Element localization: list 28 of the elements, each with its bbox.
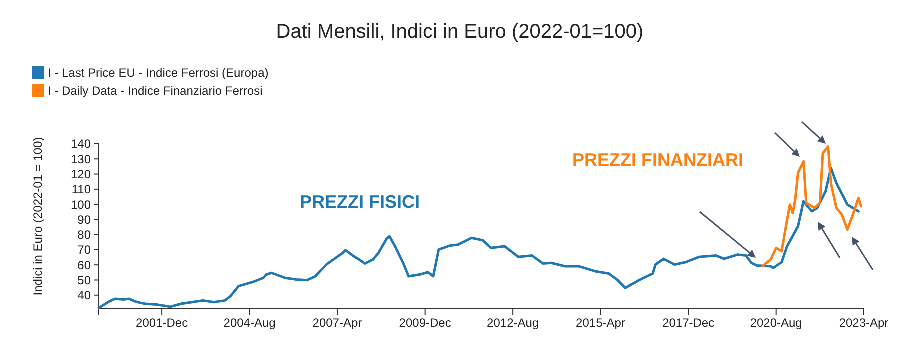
y-tick-label: 110 (72, 182, 92, 197)
y-tick-label: 70 (78, 243, 92, 258)
y-tick-label: 130 (70, 152, 92, 166)
annotation: PREZZI FINANZIARI (572, 150, 744, 170)
y-tick-label: 140 (70, 137, 92, 152)
y-tick-label: 90 (78, 212, 92, 227)
y-tick-label: 60 (78, 258, 92, 272)
y-tick-label: 40 (78, 288, 92, 303)
x-tick-label: 2012-Aug (487, 316, 540, 330)
y-tick-label: 80 (78, 228, 92, 242)
y-axis-title: Indici in Euro (2022-01 = 100) (31, 137, 45, 296)
x-tick-label: 2020-Aug (750, 316, 802, 330)
x-tick-label: 2007-Apr (312, 316, 362, 330)
chart-title: Dati Mensili, Indici in Euro (2022-01=100) (276, 21, 644, 43)
annotation: PREZZI FISICI (300, 192, 420, 212)
legend-label: I - Daily Data - Indice Finanziario Ferrosi (48, 84, 263, 98)
x-tick-label: 2023-Apr (839, 316, 889, 330)
y-tick-label: 120 (70, 167, 92, 182)
y-tick-label: 50 (78, 273, 92, 288)
x-tick-label: 2001-Dec (136, 316, 188, 330)
y-tick-label: 100 (70, 198, 92, 212)
x-tick-label: 2004-Aug (224, 316, 276, 330)
line-series (98, 166, 860, 310)
line-series (761, 145, 862, 268)
x-tick-label: 2017-Dec (662, 316, 715, 330)
x-tick-label: 2009-Dec (399, 316, 452, 330)
x-tick-label: 2015-Apr (576, 316, 626, 330)
legend-label: I - Last Price EU - Indice Ferrosi (Europa) (48, 66, 269, 80)
